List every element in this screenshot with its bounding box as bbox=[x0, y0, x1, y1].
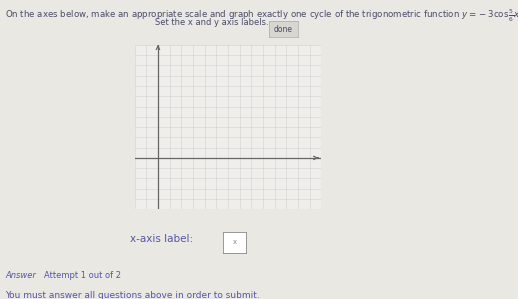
Text: done: done bbox=[274, 25, 293, 34]
Text: Set the x and y axis labels.: Set the x and y axis labels. bbox=[155, 18, 269, 27]
Text: Answer: Answer bbox=[5, 271, 36, 280]
Text: x: x bbox=[233, 239, 236, 245]
Text: On the axes below, make an appropriate scale and graph exactly one cycle of the : On the axes below, make an appropriate s… bbox=[5, 7, 518, 24]
Text: x-axis label:: x-axis label: bbox=[130, 234, 193, 244]
Text: You must answer all questions above in order to submit.: You must answer all questions above in o… bbox=[5, 291, 260, 299]
Text: Attempt 1 out of 2: Attempt 1 out of 2 bbox=[44, 271, 121, 280]
